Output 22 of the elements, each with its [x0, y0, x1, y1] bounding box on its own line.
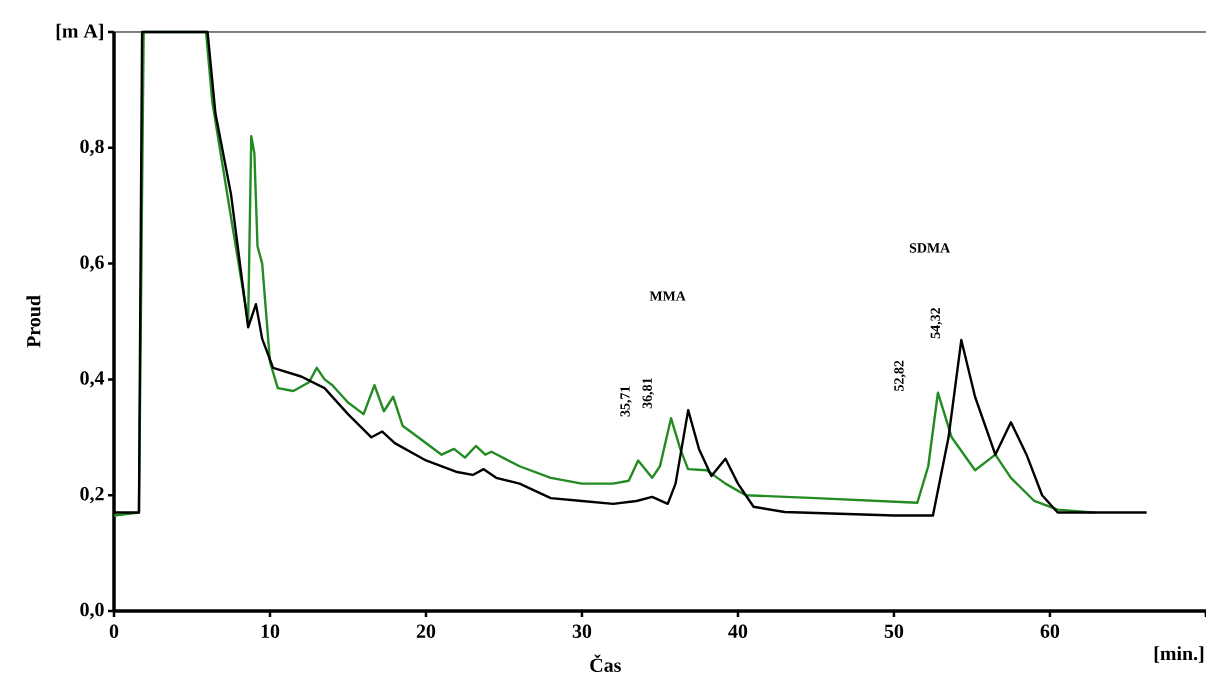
y-tick-label: 0,8: [80, 139, 104, 156]
x-tick-label: 20: [416, 624, 436, 638]
y-tick-label: [m A]: [56, 23, 103, 41]
x-tick-label: 0: [109, 624, 119, 638]
annotation: 36,81: [642, 378, 654, 409]
x-axis-title: Čas: [590, 654, 621, 673]
y-tick-label: 0,0: [80, 602, 104, 620]
annotation: 54,32: [930, 308, 943, 339]
x-tick-label: 50: [884, 624, 904, 638]
y-tick-label: 0,6: [80, 255, 104, 272]
x-tick-label: 30: [572, 624, 592, 638]
y-axis-title: Proud: [26, 295, 41, 348]
annotation: SDMA: [909, 243, 951, 253]
y-tick-label: 0,2: [80, 487, 104, 504]
annotation: 35,71: [620, 386, 632, 417]
annotation: 52,82: [894, 360, 906, 391]
x-tick-label: 40: [728, 624, 748, 638]
x-tick-label: 60: [1040, 624, 1060, 638]
annotation: MMA: [649, 291, 686, 301]
text: [min.]: [1154, 646, 1204, 663]
x-tick-label: 10: [261, 624, 280, 638]
y-tick-label: 0,4: [80, 371, 105, 388]
